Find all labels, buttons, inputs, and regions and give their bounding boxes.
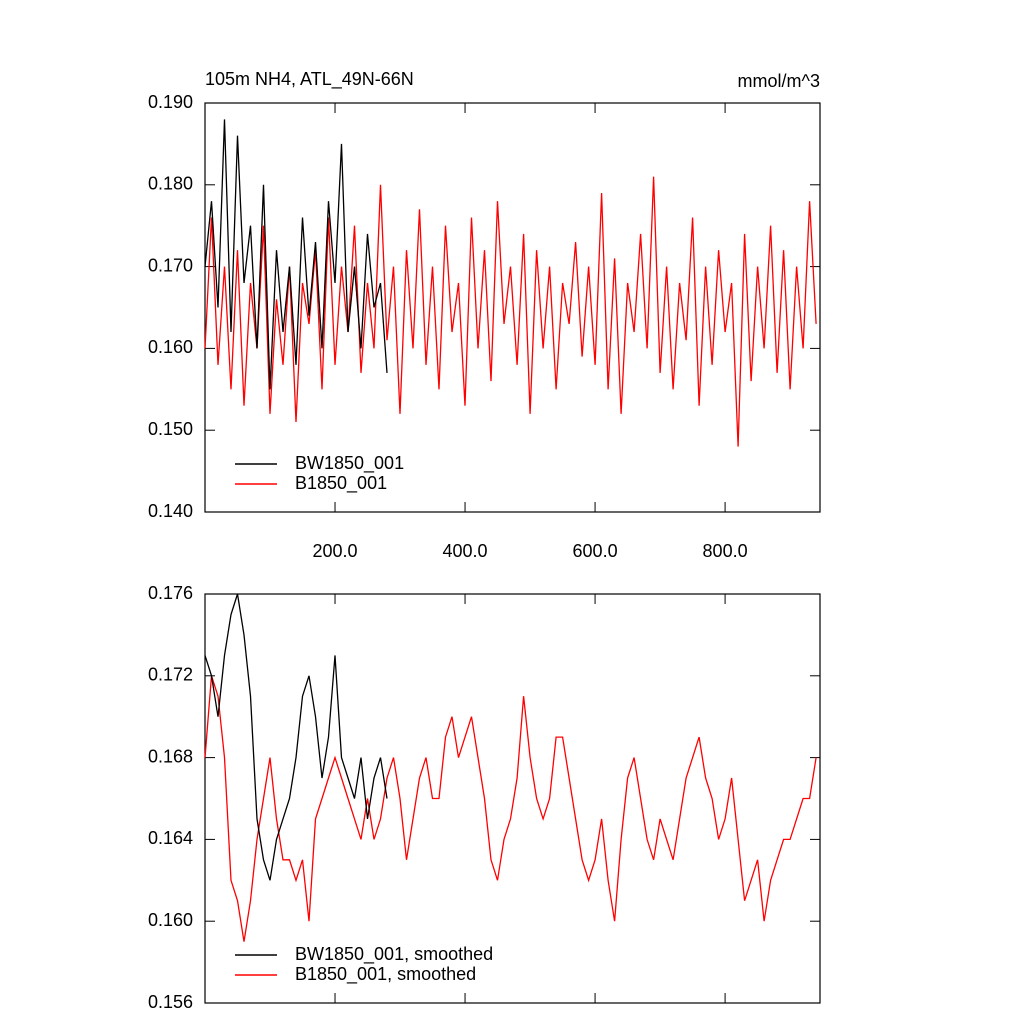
series-line [204,176,817,447]
plot-frame [204,102,821,513]
y-tick-label: 0.164 [148,828,193,848]
y-tick-label: 0.170 [148,255,193,275]
plot-frame [204,593,821,1004]
legend-label: BW1850_001, smoothed [295,944,493,965]
y-tick-label: 0.168 [148,746,193,766]
y-tick-label: 0.172 [148,665,193,685]
series-line [204,675,817,942]
y-tick-label: 0.176 [148,583,193,603]
legend-label: B1850_001 [295,473,387,494]
legend-label: BW1850_001 [295,453,404,474]
y-tick-label: 0.156 [148,992,193,1012]
units-label: mmol/m^3 [738,71,820,91]
y-tick-label: 0.150 [148,419,193,439]
series-line [204,119,388,390]
y-tick-label: 0.140 [148,501,193,521]
legend-label: B1850_001, smoothed [295,964,476,985]
series-line [204,593,388,881]
x-tick-label: 200.0 [312,541,357,561]
y-tick-label: 0.190 [148,92,193,112]
x-tick-label: 400.0 [443,541,488,561]
chart-title: 105m NH4, ATL_49N-66N [205,69,414,90]
x-tick-label: 800.0 [703,541,748,561]
y-tick-label: 0.180 [148,174,193,194]
y-tick-label: 0.160 [148,337,193,357]
x-tick-label: 600.0 [573,541,618,561]
y-tick-label: 0.160 [148,910,193,930]
